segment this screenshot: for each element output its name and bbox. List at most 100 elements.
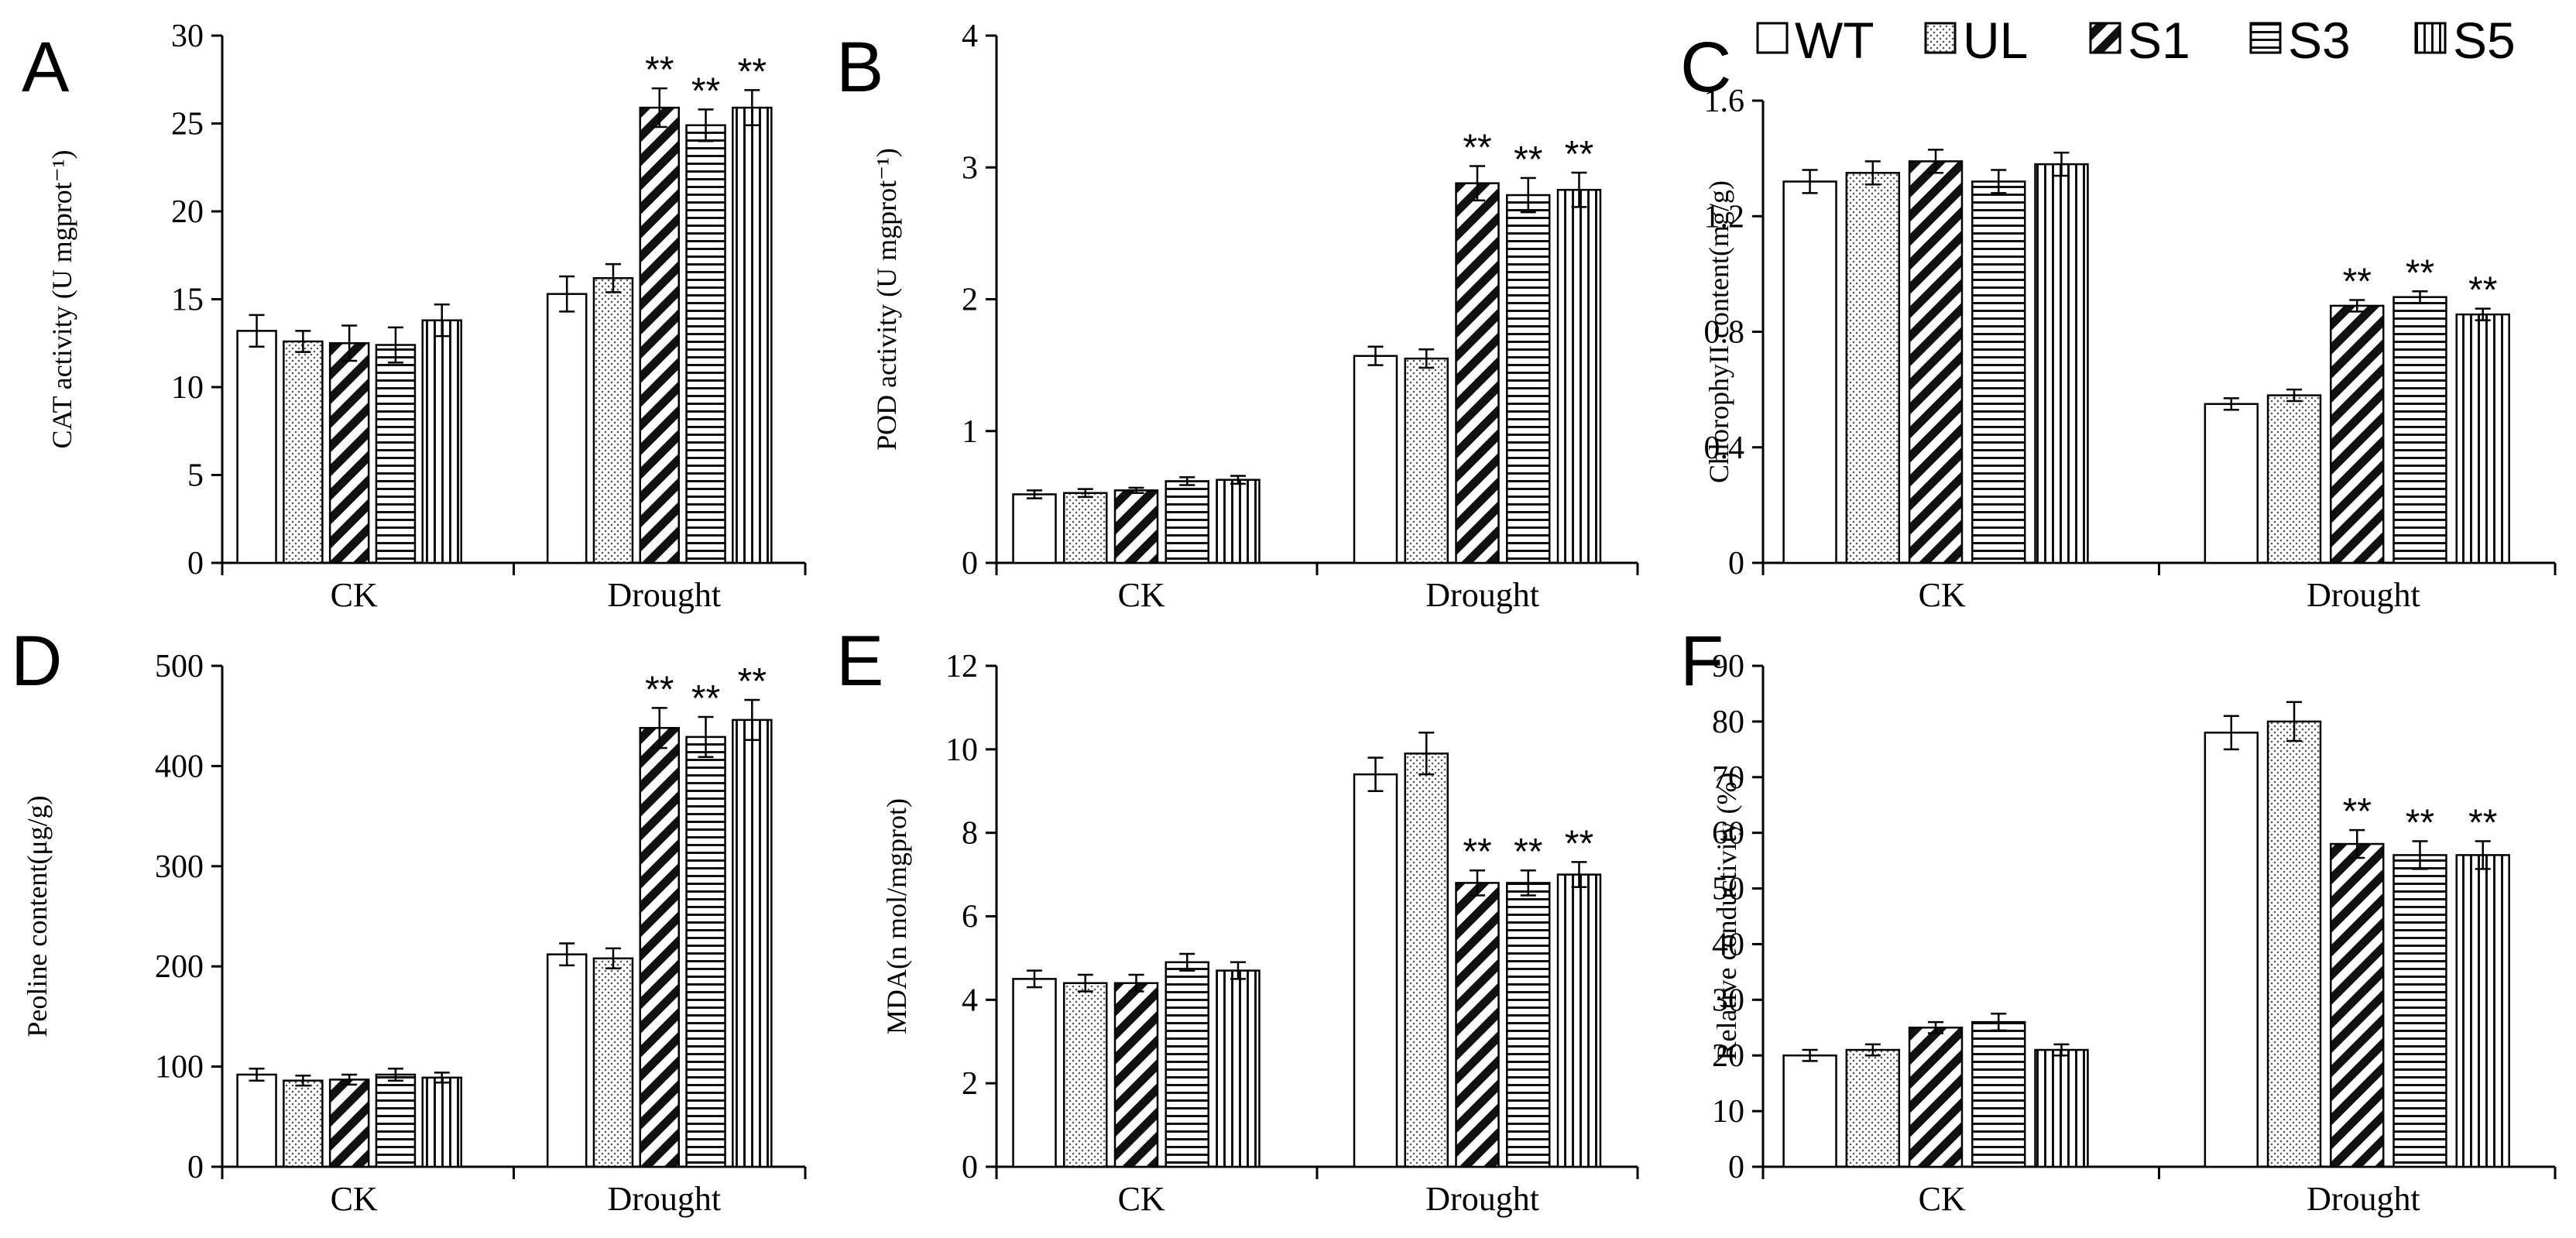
y-tick-label: 0	[187, 546, 204, 581]
bar-s3-drought	[685, 124, 726, 564]
bar-wt-drought	[2204, 403, 2259, 564]
y-tick-label: 30	[1712, 983, 1744, 1018]
bar-s5-drought	[1556, 873, 1602, 1168]
significance-marker: **	[2406, 252, 2434, 293]
bar-ul-drought	[592, 277, 634, 564]
legend-label-s1: S1	[2128, 12, 2190, 69]
legend-label-s3: S3	[2288, 12, 2351, 69]
bar-s3-ck	[1165, 961, 1209, 1168]
bar-s1-ck	[1908, 160, 1964, 564]
bar-wt-ck	[1012, 493, 1057, 564]
x-tick-label: CK	[1118, 576, 1165, 614]
bar-s1-ck	[328, 342, 370, 564]
x-tick-label: Drought	[2307, 576, 2420, 614]
legend-label-wt: WT	[1795, 12, 1875, 69]
bar-wt-drought	[546, 293, 588, 564]
y-tick-label: 90	[1712, 649, 1744, 684]
legend-swatch-s5	[2414, 22, 2447, 54]
bar-s1-ck	[1908, 1027, 1964, 1168]
panel-letter-f: F	[1680, 622, 1724, 701]
significance-marker: **	[1514, 832, 1542, 873]
bar-s3-ck	[1971, 1020, 2026, 1168]
x-tick-label: CK	[1919, 576, 1966, 614]
bar-s3-ck	[1971, 180, 2026, 564]
chart-panel-a: 0 5 10 15 20 25 30 CAT activity (U mgprot⁻¹) CK *…	[46, 19, 807, 614]
bar-s3-drought	[1506, 194, 1551, 564]
y-tick-label: 0	[962, 546, 978, 581]
bar-s5-ck	[1216, 969, 1261, 1168]
significance-marker: **	[1565, 823, 1593, 864]
bar-s1-drought	[2330, 304, 2385, 564]
significance-marker: **	[2343, 261, 2372, 302]
significance-marker: **	[738, 51, 767, 92]
significance-marker: **	[1463, 832, 1491, 873]
bar-s1-drought	[639, 726, 680, 1168]
legend-label-s5: S5	[2453, 12, 2516, 69]
y-tick-label: 8	[962, 816, 978, 852]
x-tick-label: Drought	[2307, 1180, 2420, 1218]
bar-s5-ck	[421, 319, 462, 564]
y-tick-label: 25	[171, 107, 204, 142]
y-axis-label: Relative conductivity (%)	[1711, 773, 1742, 1061]
panel-letter-d: D	[11, 622, 62, 701]
y-tick-label: 50	[1712, 872, 1744, 907]
y-tick-label: 100	[155, 1050, 204, 1085]
y-tick-label: 2	[962, 283, 978, 318]
legend-swatch-ul	[1924, 22, 1957, 54]
y-tick-label: 1	[962, 414, 978, 450]
bar-s1-ck	[1113, 982, 1159, 1168]
legend-label-ul: UL	[1963, 12, 2028, 69]
bar-wt-drought	[546, 953, 588, 1168]
x-tick-label: Drought	[1425, 1180, 1539, 1218]
significance-marker: **	[2343, 791, 2372, 832]
bar-s5-drought	[2455, 854, 2510, 1168]
x-tick-label: CK	[331, 1180, 378, 1218]
x-tick-label: Drought	[607, 576, 721, 614]
y-tick-label: 1.6	[1704, 84, 1745, 119]
bar-s1-drought	[639, 106, 680, 564]
legend-swatch-s1	[2089, 22, 2122, 54]
bar-s5-drought	[1556, 188, 1602, 564]
chart-panel-d: 0 100 200 300 400 500 Peoline content(μg/g) CK *…	[22, 649, 807, 1218]
y-tick-label: 12	[945, 649, 978, 684]
bar-wt-drought	[2204, 732, 2259, 1168]
significance-marker: **	[645, 669, 674, 710]
y-tick-label: 0	[187, 1150, 204, 1185]
y-tick-label: 4	[962, 983, 978, 1018]
bar-s5-ck	[2034, 163, 2089, 564]
bar-s3-ck	[1165, 480, 1209, 564]
bar-s5-drought	[732, 718, 773, 1168]
y-tick-label: 30	[171, 19, 204, 54]
bar-ul-ck	[1845, 172, 1901, 564]
bar-s3-drought	[1506, 882, 1551, 1168]
x-tick-label: CK	[1118, 1180, 1165, 1218]
y-tick-label: 3	[962, 150, 978, 186]
chart-panel-c: 0 0.4 0.8 1.2 1.6 ChlorophyII content(mg/g) CK…	[1703, 84, 2557, 614]
y-axis-label: MDA(n mol/mgprot)	[881, 798, 912, 1034]
y-tick-label: 20	[171, 194, 204, 230]
significance-marker: **	[2406, 802, 2434, 843]
bar-ul-drought	[2266, 394, 2322, 564]
y-tick-label: 2	[962, 1066, 978, 1102]
x-tick-label: CK	[1919, 1180, 1966, 1218]
bar-s3-ck	[375, 1073, 417, 1168]
bar-s1-drought	[2330, 842, 2385, 1168]
y-tick-label: 1.2	[1704, 199, 1745, 235]
bar-s5-ck	[421, 1076, 462, 1168]
panel-letter-c: C	[1680, 28, 1731, 107]
bar-ul-drought	[592, 957, 634, 1168]
bar-wt-drought	[1353, 355, 1398, 564]
legend: WT UL S1 S3 S5	[1756, 12, 2516, 69]
bar-wt-ck	[1012, 978, 1057, 1168]
y-tick-label: 60	[1712, 816, 1744, 852]
significance-marker: **	[738, 661, 767, 702]
y-tick-label: 20	[1712, 1038, 1744, 1074]
bar-ul-ck	[1063, 492, 1108, 564]
significance-marker: **	[691, 70, 720, 111]
bar-ul-ck	[283, 1079, 324, 1168]
y-tick-label: 15	[171, 283, 204, 318]
y-tick-label: 0	[962, 1150, 978, 1185]
bar-s1-ck	[1113, 489, 1159, 564]
bar-ul-ck	[283, 340, 324, 564]
